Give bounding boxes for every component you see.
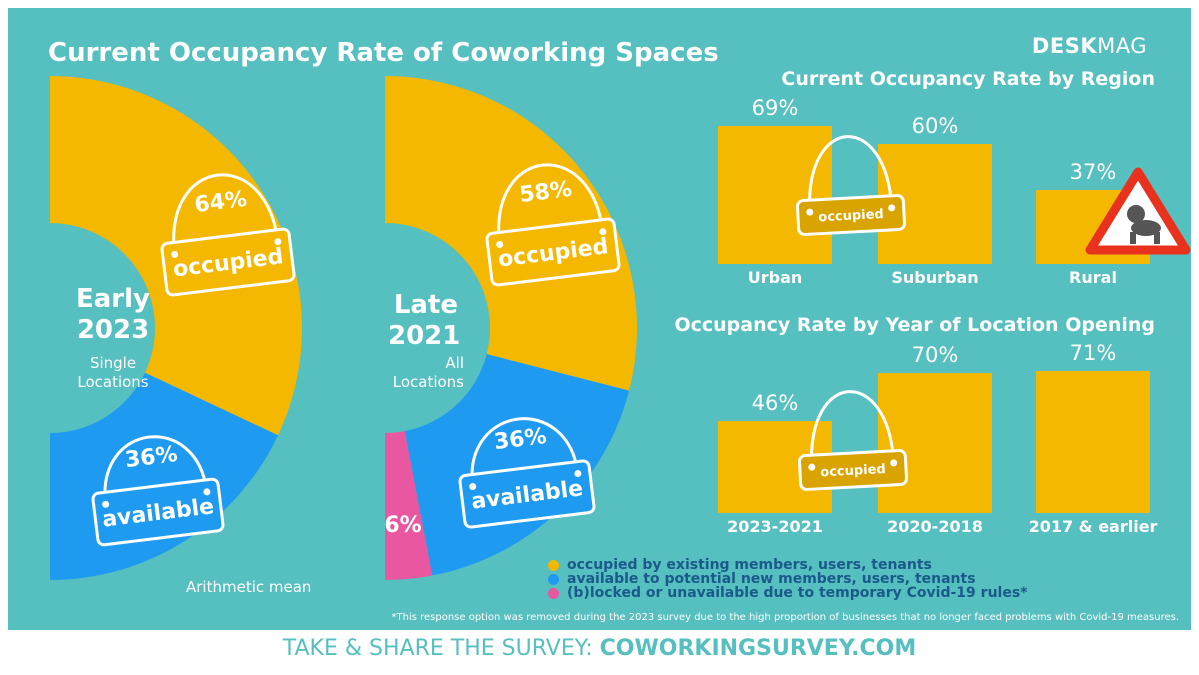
donut-2-sublabel: All Locations xyxy=(368,354,464,392)
baby-body xyxy=(1131,220,1161,236)
donut-1-sublabel: Single Locations xyxy=(48,354,178,392)
page-title: Current Occupancy Rate of Coworking Spac… xyxy=(48,38,719,68)
donut-1-available-tag-hook xyxy=(103,435,209,505)
donut-1-occupied-tag-pin-right xyxy=(274,238,282,246)
teal-panel: 6% 64% occupied 36% available 58% occupied 36% a… xyxy=(8,8,1191,630)
donut-1-occupied-tag: 64%occupied xyxy=(160,173,296,297)
donut-1-sublabel-line1: Single xyxy=(89,354,137,372)
donut-1-occupied-tag-hook xyxy=(172,173,280,255)
donut-1-label-line1: Early xyxy=(76,284,150,314)
donut-2-occupied-tag-pin-left xyxy=(496,240,504,248)
donut-2-sublabel-line1: All xyxy=(445,354,464,372)
footnote: *This response option was removed during… xyxy=(391,612,1180,623)
donut-2-label-line1: Late xyxy=(393,290,458,320)
donut-2-sublabel-line2: Locations xyxy=(392,373,464,391)
donut-2-label-line2: 2021 xyxy=(388,321,461,351)
region-occupied-tag: occupied xyxy=(795,135,907,236)
region-chart-title: Current Occupancy Rate by Region xyxy=(781,68,1155,90)
donut-2-occupied-tag-hook xyxy=(497,163,605,245)
baby-warning-sign-icon xyxy=(1085,167,1191,255)
chart-year-category-label-2: 2017 & earlier xyxy=(1028,517,1158,536)
donut-2-blocked-percent: 6% xyxy=(384,513,421,538)
donut-1-occupied-tag-pin-left xyxy=(171,250,179,258)
legend-dot-yellow xyxy=(548,559,559,571)
donut-2-occupied-tag-board xyxy=(485,217,621,287)
chart-region-value-label-1: 60% xyxy=(911,114,959,138)
chart-year-category-label-0: 2023-2021 xyxy=(727,517,823,536)
year-occupied-tag-pin-left xyxy=(808,463,816,471)
donut-1-available-tag-board xyxy=(91,477,225,547)
donut-1-available-tag: 36%available xyxy=(91,435,225,547)
donut-1-label: Early 2023 xyxy=(58,284,168,346)
chart-year-value-label-1: 70% xyxy=(911,343,959,367)
donut-2-available-tag-pin-left xyxy=(469,483,477,491)
chart-year-category-label-1: 2020-2018 xyxy=(887,517,983,536)
donut-2-blocked-slice xyxy=(385,431,433,580)
donut-1-sublabel-line2: Locations xyxy=(77,373,149,391)
baby-head xyxy=(1127,205,1145,223)
year-occupied-tag-hook xyxy=(810,390,896,468)
chart-region-category-label-2: Rural xyxy=(1069,268,1117,287)
chart-region-bar-0 xyxy=(718,126,832,264)
chart-region-value-label-0: 69% xyxy=(751,96,799,120)
region-occupied-tag-pin-left xyxy=(806,208,814,216)
donut-1-available-tag-pin-left xyxy=(102,500,110,508)
legend-label-occupied: occupied by existing members, users, ten… xyxy=(567,557,932,573)
mean-note: Arithmetic mean xyxy=(186,578,312,596)
chart-year-value-label-0: 46% xyxy=(751,391,799,415)
region-occupied-tag-label: occupied xyxy=(818,207,884,225)
region-occupied-tag-board xyxy=(795,194,907,236)
legend-item-blocked: (b)locked or unavailable due to temporar… xyxy=(548,585,1028,601)
bar-charts: occupied occupied xyxy=(718,126,1191,513)
donut-2-available-slice xyxy=(404,354,630,576)
legend-item-occupied: occupied by existing members, users, ten… xyxy=(548,557,1027,573)
legend-dot-blue xyxy=(548,573,559,585)
donut-2-available-tag-hook xyxy=(470,417,580,487)
year-occupied-tag-pin-right xyxy=(890,459,898,467)
region-occupied-tag-pin-right xyxy=(888,204,896,212)
donut-1-occupied-tag-board xyxy=(160,227,296,297)
legend-label-blocked: (b)locked or unavailable due to temporar… xyxy=(567,585,1028,601)
donut-1-label-line2: 2023 xyxy=(76,315,150,345)
chart-year-bar-2 xyxy=(1036,371,1150,513)
logo-thin-part: MAG xyxy=(1097,34,1147,58)
donut-2-available-tag-pin-right xyxy=(574,470,582,478)
donut-1-available-tag-pin-right xyxy=(203,488,211,496)
donut-2-available-tag-board xyxy=(458,459,596,529)
donut-2-available-tag: 36%available xyxy=(458,417,596,529)
deskmag-logo: DESKMAG xyxy=(1032,34,1147,58)
legend-item-available: available to potential new members, user… xyxy=(548,571,1027,587)
footer-prefix: TAKE & SHARE THE SURVEY: xyxy=(282,636,600,661)
baby-arm xyxy=(1130,232,1136,244)
year-chart-title: Occupancy Rate by Year of Location Openi… xyxy=(674,314,1155,336)
donut-2-occupied-tag-pin-right xyxy=(599,228,607,236)
year-occupied-tag-board xyxy=(797,449,909,491)
survey-link[interactable]: COWORKINGSURVEY.COM xyxy=(599,636,917,661)
donut-2-occupied-tag: 58%occupied xyxy=(485,163,621,287)
year-occupied-tag-label: occupied xyxy=(820,462,886,480)
footer-cta: TAKE & SHARE THE SURVEY: COWORKINGSURVEY… xyxy=(0,636,1199,661)
legend-label-available: available to potential new members, user… xyxy=(567,571,976,587)
chart-region-category-label-0: Urban xyxy=(747,268,803,287)
chart-year-bar-1 xyxy=(878,373,992,513)
legend: occupied by existing members, users, ten… xyxy=(548,557,1028,601)
donut-charts: 6% 64%occupied 36%available 58%occupied 36%a… xyxy=(50,76,637,580)
region-occupied-tag-hook xyxy=(808,135,894,213)
chart-year-value-label-2: 71% xyxy=(1069,341,1117,365)
chart-region-category-label-1: Suburban xyxy=(891,268,979,287)
chart-region-value-label-2: 37% xyxy=(1069,160,1117,184)
year-occupied-tag: occupied xyxy=(797,390,909,491)
donut-2-label: Late 2021 xyxy=(388,290,461,352)
logo-bold-part: DESK xyxy=(1031,34,1098,58)
baby-leg xyxy=(1154,232,1160,244)
legend-dot-pink xyxy=(548,587,559,599)
